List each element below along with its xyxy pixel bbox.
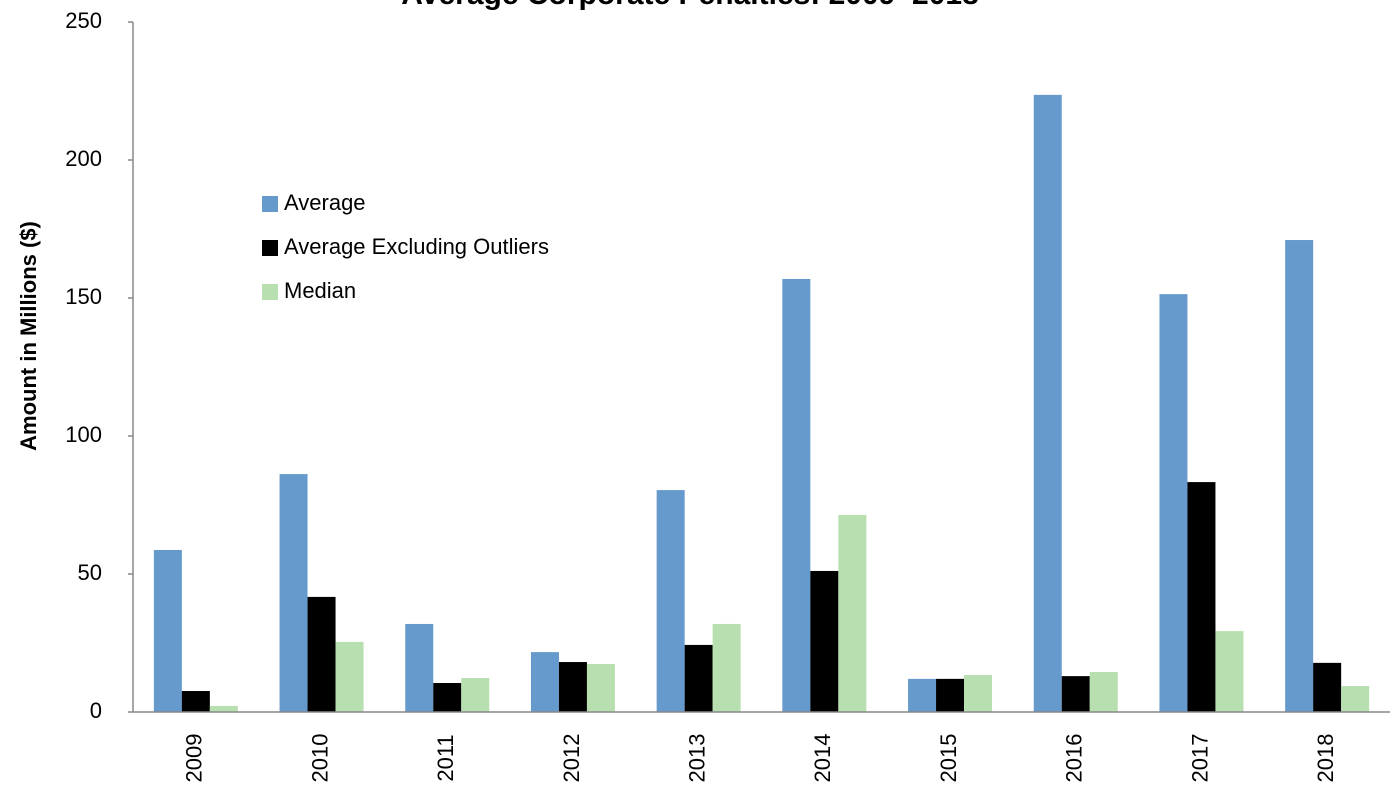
x-tick-label: 2011 — [433, 734, 458, 781]
bar — [558, 662, 587, 712]
y-tick-label: 200 — [65, 146, 102, 171]
legend-swatch — [262, 196, 278, 212]
bar — [684, 644, 713, 712]
y-tick-label: 50 — [78, 560, 102, 585]
y-tick-label: 150 — [65, 284, 102, 309]
bar — [530, 652, 559, 712]
bar — [936, 678, 965, 712]
x-tick-label: 2015 — [936, 734, 961, 783]
y-tick-label: 0 — [90, 698, 102, 723]
x-tick-label: 2010 — [307, 734, 332, 783]
bar — [964, 675, 993, 712]
bar — [1285, 240, 1314, 713]
bar — [1159, 294, 1188, 712]
bar — [279, 474, 308, 712]
bar — [181, 691, 210, 712]
legend-label: Average Excluding Outliers — [284, 234, 549, 259]
x-tick-label: 2017 — [1187, 734, 1212, 783]
x-tick-label: 2018 — [1313, 734, 1338, 783]
x-tick-label: 2013 — [684, 734, 709, 783]
x-tick-label: 2014 — [810, 734, 835, 783]
bar — [335, 641, 364, 712]
bar — [1215, 631, 1244, 712]
x-tick-label: 2009 — [182, 734, 207, 783]
bar — [838, 514, 867, 712]
bar — [1341, 686, 1370, 712]
bar — [307, 596, 336, 712]
legend-swatch — [262, 240, 278, 256]
bar — [405, 623, 434, 712]
bar — [810, 570, 839, 712]
y-tick-label: 250 — [65, 8, 102, 33]
legend-label: Median — [284, 278, 356, 303]
bar — [209, 705, 238, 712]
chart-title: Average Corporate Penalties: 2009–2018 — [401, 0, 979, 11]
bar — [1033, 94, 1062, 712]
legend-label: Average — [284, 190, 366, 215]
bar — [656, 490, 685, 712]
x-tick-label: 2012 — [559, 734, 584, 783]
bar — [1061, 676, 1090, 712]
y-axis-label: Amount in Millions ($) — [16, 221, 41, 451]
bar — [461, 678, 490, 712]
bar — [433, 683, 462, 712]
bar — [1089, 671, 1118, 712]
bar — [1313, 662, 1342, 712]
bar — [908, 678, 937, 712]
bar — [1187, 482, 1216, 712]
y-tick-label: 100 — [65, 422, 102, 447]
bar — [153, 549, 182, 712]
bar — [712, 623, 741, 712]
x-tick-label: 2016 — [1062, 734, 1087, 783]
legend-swatch — [262, 284, 278, 300]
bar — [782, 278, 811, 712]
bar — [586, 663, 615, 712]
